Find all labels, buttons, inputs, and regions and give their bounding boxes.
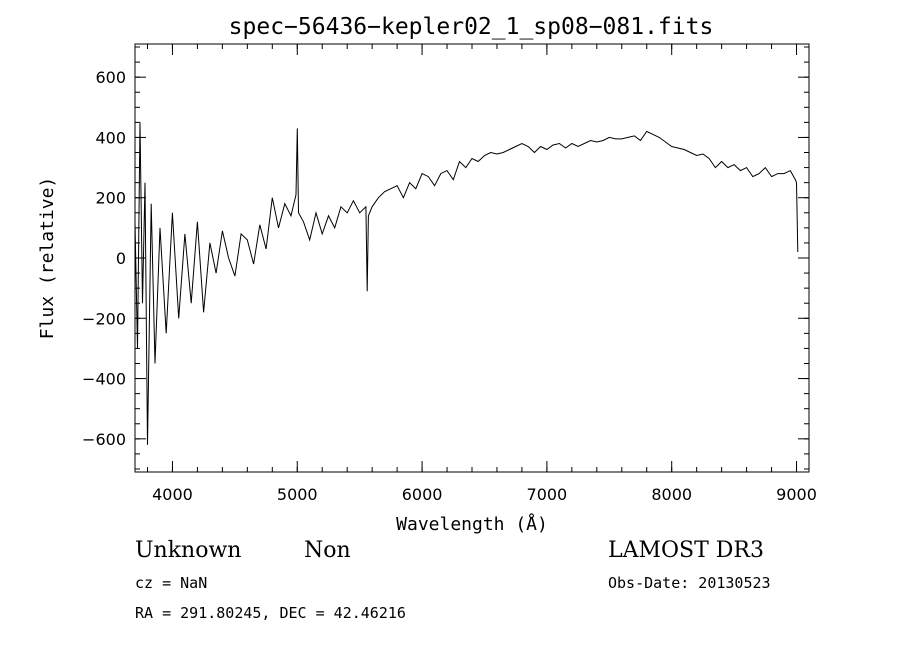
- y-tick-label: −400: [82, 370, 126, 389]
- y-tick-labels: −600 −400 −200 0 200 400 600: [82, 68, 126, 449]
- series-layer: [134, 122, 799, 445]
- x-axis-label: Wavelength (Å): [396, 513, 548, 535]
- x-tick-label: 4000: [152, 485, 193, 504]
- obs-date: Obs-Date: 20130523: [608, 574, 771, 592]
- y-tick-label: 600: [95, 68, 126, 87]
- cz-readout: cz = NaN: [135, 574, 208, 592]
- class-label: Unknown: [135, 538, 242, 563]
- survey-label: LAMOST DR3: [608, 538, 764, 563]
- series-line-flux: [134, 122, 799, 445]
- x-tick-label: 8000: [651, 485, 692, 504]
- plot-frame: [134, 43, 810, 473]
- chart-title: spec−56436−kepler02_1_sp08−081.fits: [229, 14, 714, 40]
- y-tick-label: 0: [116, 249, 126, 268]
- y-tick-label: 400: [95, 128, 126, 147]
- y-axis-label: Flux (relative): [37, 177, 58, 340]
- y-tick-label: −600: [82, 430, 126, 449]
- subclass-label: Non: [304, 538, 351, 563]
- x-tick-label: 7000: [527, 485, 568, 504]
- y-tick-label: −200: [82, 309, 126, 328]
- coordinates: RA = 291.80245, DEC = 42.46216: [135, 604, 406, 622]
- x-tick-label: 5000: [277, 485, 318, 504]
- x-tick-label: 9000: [776, 485, 817, 504]
- x-tick-label: 6000: [402, 485, 443, 504]
- x-tick-labels: 4000 5000 6000 7000 8000 9000: [152, 485, 817, 504]
- axis-ticks: [135, 44, 809, 472]
- y-tick-label: 200: [95, 189, 126, 208]
